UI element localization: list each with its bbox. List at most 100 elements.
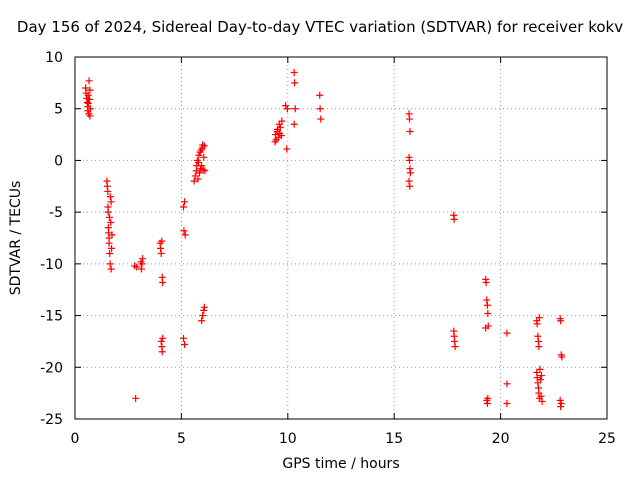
data-points — [82, 69, 566, 411]
plot-frame — [74, 56, 608, 420]
data-point — [533, 320, 541, 328]
data-point — [104, 208, 112, 216]
grid — [75, 57, 607, 419]
data-point — [200, 306, 208, 314]
data-point — [406, 182, 414, 190]
data-point — [503, 380, 511, 388]
data-point — [406, 127, 414, 135]
data-point — [200, 142, 208, 150]
data-point — [86, 86, 94, 94]
data-point — [200, 303, 208, 311]
data-point — [133, 263, 141, 271]
data-point — [104, 187, 112, 195]
data-point — [85, 77, 93, 85]
data-point — [557, 317, 565, 325]
data-point — [180, 203, 188, 211]
data-point — [181, 198, 189, 206]
data-point — [138, 260, 146, 268]
data-point — [503, 329, 511, 337]
data-point — [85, 95, 93, 103]
data-point — [106, 250, 114, 258]
data-point — [194, 175, 202, 183]
data-point — [86, 112, 94, 120]
data-point — [158, 348, 166, 356]
data-point — [290, 69, 298, 77]
data-point — [199, 312, 207, 320]
data-point — [194, 158, 202, 166]
data-point — [405, 177, 413, 185]
data-point — [537, 392, 545, 400]
data-point — [157, 244, 165, 252]
data-point — [290, 120, 298, 128]
data-point — [201, 167, 209, 175]
data-point — [537, 372, 545, 380]
data-point — [180, 334, 188, 342]
chart-title: Day 156 of 2024, Sidereal Day-to-day VTE… — [16, 18, 624, 36]
y-tick-label: 10 — [45, 50, 63, 66]
data-point — [198, 162, 206, 170]
data-point — [105, 239, 113, 247]
data-point — [132, 394, 140, 402]
data-point — [106, 193, 114, 201]
data-point — [195, 151, 203, 159]
data-point — [105, 213, 113, 221]
data-point — [484, 310, 492, 318]
x-axis-label: GPS time / hours — [282, 456, 400, 472]
data-point — [535, 343, 543, 351]
data-point — [316, 91, 324, 99]
data-point — [86, 105, 94, 113]
axis-ticks: 0 5 10 15 20 25 -25 -20 -15 -10 -5 0 5 10 — [40, 50, 616, 447]
y-tick-label: 0 — [54, 153, 63, 169]
data-point — [200, 153, 208, 161]
data-point — [557, 399, 565, 407]
data-point — [157, 337, 165, 345]
y-axis-label: SDTVAR / TECUs — [8, 180, 24, 296]
x-tick-label: 5 — [177, 431, 186, 447]
data-point — [106, 260, 114, 268]
data-point — [406, 115, 414, 123]
data-point — [291, 105, 299, 113]
y-tick-label: -25 — [40, 412, 63, 428]
y-tick-label: -20 — [40, 360, 63, 376]
data-point — [536, 365, 544, 373]
data-point — [159, 334, 167, 342]
data-point — [158, 237, 166, 245]
data-point — [483, 301, 491, 309]
data-point — [291, 79, 299, 87]
data-point — [503, 399, 511, 407]
data-point — [558, 353, 566, 361]
data-point — [556, 396, 564, 404]
y-tick-label: 5 — [54, 102, 63, 118]
data-point — [107, 265, 115, 273]
data-point — [482, 278, 490, 286]
data-point — [450, 215, 458, 223]
data-point — [406, 169, 414, 177]
data-point — [537, 376, 545, 384]
data-point — [157, 250, 165, 258]
data-point — [535, 314, 543, 322]
data-point — [283, 145, 291, 153]
data-point — [181, 231, 189, 239]
data-point — [198, 317, 206, 325]
data-point — [181, 341, 189, 349]
data-point — [84, 91, 92, 99]
data-point — [199, 141, 207, 149]
data-point — [159, 278, 167, 286]
y-tick-label: -10 — [40, 257, 63, 273]
data-point — [278, 117, 286, 125]
data-point — [534, 332, 542, 340]
data-point — [484, 394, 492, 402]
data-point — [107, 198, 115, 206]
x-tick-label: 15 — [385, 431, 403, 447]
data-point — [277, 132, 285, 140]
x-tick-label: 25 — [598, 431, 616, 447]
data-point — [482, 324, 490, 332]
data-point — [108, 244, 116, 252]
y-tick-label: -15 — [40, 309, 63, 325]
data-point — [557, 403, 565, 411]
x-tick-label: 20 — [492, 431, 510, 447]
data-point — [139, 255, 147, 263]
data-point — [107, 218, 115, 226]
data-point — [282, 102, 290, 110]
